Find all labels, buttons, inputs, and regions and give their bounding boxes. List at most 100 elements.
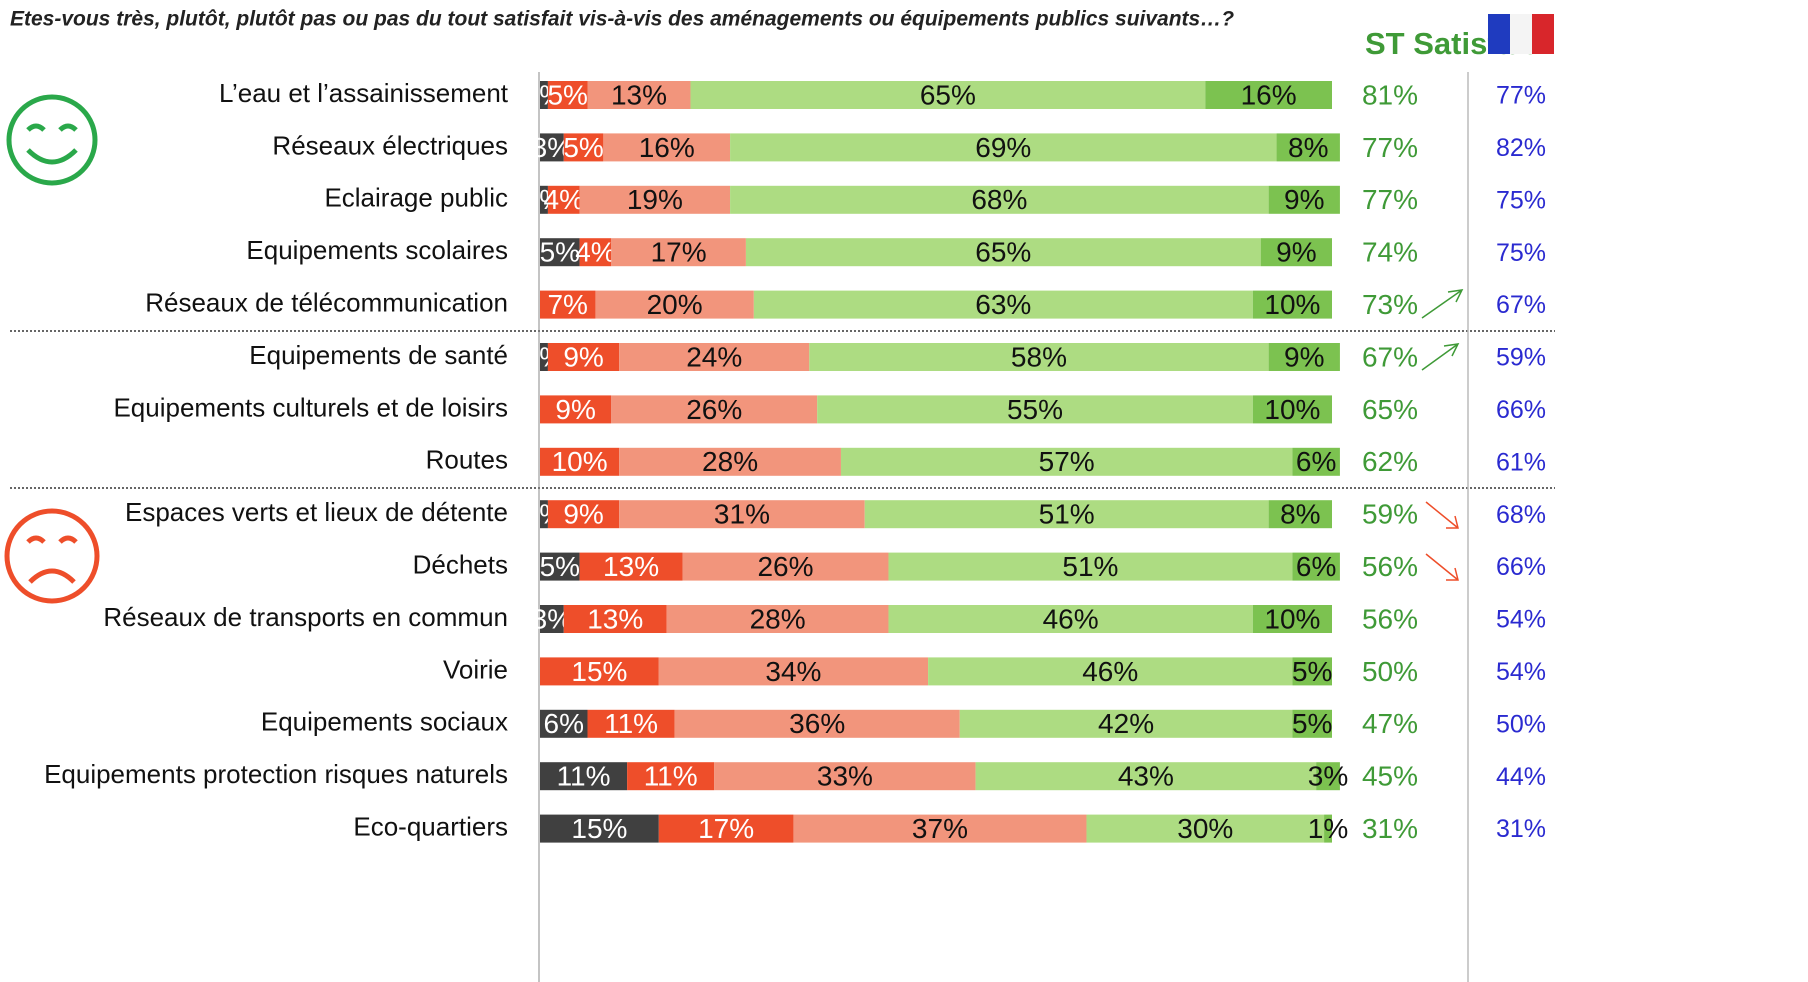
bar-segment	[1205, 81, 1332, 109]
data-label: 57%	[1039, 446, 1095, 477]
category-label: Equipements scolaires	[246, 235, 508, 265]
bar-segment	[540, 395, 612, 424]
data-label: 33%	[817, 761, 873, 792]
data-label: 16%	[639, 132, 695, 163]
st-value: 56%	[1362, 603, 1418, 634]
bar-segment	[540, 762, 628, 791]
trend-up	[1421, 289, 1464, 371]
data-label: 9%	[555, 394, 595, 425]
bar-segment	[540, 447, 620, 476]
data-label: 5%	[540, 237, 580, 268]
bar-segment	[540, 552, 580, 581]
data-label: 20%	[647, 289, 703, 320]
category-label: Voirie	[443, 654, 508, 684]
data-label: 6%	[1296, 551, 1336, 582]
data-label: 9%	[1284, 341, 1324, 372]
bar-segment	[888, 552, 1293, 581]
data-label: 1%	[1308, 813, 1348, 844]
bar-segment	[540, 500, 548, 529]
data-label: 17%	[698, 813, 754, 844]
data-label: 68%	[971, 184, 1027, 215]
reference-value: 44%	[1496, 763, 1546, 791]
bar-segment	[540, 605, 564, 633]
reference-value: 68%	[1496, 501, 1546, 529]
bar-segment	[1086, 814, 1325, 843]
st-value: 74%	[1362, 237, 1418, 268]
bar-segment	[817, 395, 1253, 424]
bar-segment	[928, 657, 1293, 686]
data-label: 65%	[975, 237, 1031, 268]
bar-segment	[547, 185, 580, 214]
data-label: 13%	[587, 603, 643, 634]
bar-segment	[619, 447, 841, 476]
data-label: 5%	[1292, 708, 1332, 739]
data-label: 58%	[1011, 341, 1067, 372]
data-label: 42%	[1098, 708, 1154, 739]
data-label: 63%	[975, 289, 1031, 320]
data-label: 30%	[1177, 813, 1233, 844]
chart-title: Etes-vous très, plutôt, plutôt pas ou pa…	[10, 8, 1234, 31]
data-label: 24%	[686, 341, 742, 372]
data-label: 26%	[686, 394, 742, 425]
data-label: 16%	[1241, 79, 1297, 110]
bar-segment	[579, 552, 683, 581]
st-value: 67%	[1362, 341, 1418, 372]
bar-segment	[611, 238, 746, 267]
bar-segment	[1292, 709, 1332, 738]
bar-segment	[745, 238, 1261, 267]
category-label: Routes	[426, 445, 508, 475]
bar-segment	[579, 238, 612, 267]
bar-segment	[682, 552, 889, 581]
bar-segment	[809, 343, 1269, 371]
bar-segment	[1292, 552, 1340, 581]
data-label: 5%	[1292, 656, 1332, 687]
category-label: Equipements de santé	[249, 340, 508, 370]
data-label: 65%	[920, 79, 976, 110]
st-value: 31%	[1362, 813, 1418, 844]
bar-segment	[540, 657, 659, 686]
bar-segment	[1260, 238, 1332, 267]
bar-segment	[864, 500, 1269, 529]
bar-segment	[627, 762, 715, 791]
bar-segment	[888, 605, 1253, 633]
data-label: 34%	[765, 656, 821, 687]
st-value: 62%	[1362, 446, 1418, 477]
bar-segment	[540, 709, 588, 738]
category-label: Réseaux électriques	[272, 130, 508, 160]
bar-segment	[619, 500, 865, 529]
data-label: 8%	[1288, 132, 1328, 163]
data-label: 7%	[547, 289, 587, 320]
bar-segment	[690, 81, 1206, 109]
reference-value: 50%	[1496, 710, 1546, 738]
st-value: 77%	[1362, 184, 1418, 215]
bar-segment	[753, 290, 1253, 319]
category-label: Espaces verts et lieux de détente	[125, 497, 508, 527]
bar-segment	[540, 185, 548, 214]
category-label: Réseaux de télécommunication	[145, 287, 508, 317]
bar-segment	[563, 133, 604, 162]
reference-value: 82%	[1496, 134, 1546, 162]
data-label: 9%	[1284, 184, 1324, 215]
data-label: 5%	[563, 132, 603, 163]
bar-segment	[666, 605, 889, 633]
bar-segment	[579, 185, 731, 214]
reference-value: 54%	[1496, 606, 1546, 634]
bar-segment	[547, 500, 620, 529]
bar-segment	[959, 709, 1293, 738]
data-label: 11%	[557, 761, 611, 792]
st-value: 45%	[1362, 761, 1418, 792]
data-label: 9%	[1276, 237, 1316, 268]
st-value: 81%	[1362, 79, 1418, 110]
data-label: 26%	[757, 551, 813, 582]
bar-segment	[563, 605, 667, 633]
data-label: 9%	[563, 499, 603, 530]
category-label: Equipements culturels et de loisirs	[113, 392, 508, 422]
data-label: 17%	[651, 237, 707, 268]
smiley-happy	[6, 94, 98, 186]
data-label: 10%	[552, 446, 608, 477]
data-label: 15%	[571, 813, 627, 844]
data-label: 46%	[1082, 656, 1138, 687]
smiley-sad	[4, 508, 100, 604]
st-value: 65%	[1362, 394, 1418, 425]
